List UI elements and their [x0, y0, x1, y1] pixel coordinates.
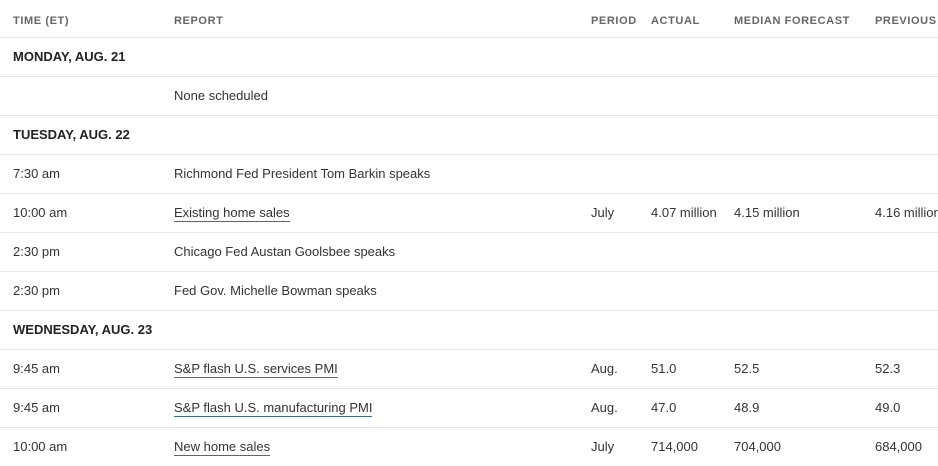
event-period: Aug.: [591, 361, 618, 376]
event-time: 9:45 am: [13, 361, 60, 376]
header-period: PERIOD: [591, 15, 637, 27]
table-row: None scheduled: [0, 76, 938, 115]
event-actual: 4.07 million: [651, 205, 717, 220]
table-row: 9:45 am S&P flash U.S. services PMI Aug. 51…: [0, 349, 938, 388]
table-row: 7:30 am Richmond Fed President Tom Barkin…: [0, 154, 938, 193]
day-label: TUESDAY, AUG. 22: [13, 127, 130, 142]
event-time: 2:30 pm: [13, 244, 60, 259]
day-header-row: WEDNESDAY, AUG. 23: [0, 310, 938, 349]
header-actual: ACTUAL: [651, 15, 700, 27]
event-period: July: [591, 205, 615, 220]
event-actual: 47.0: [651, 400, 677, 415]
header-report: REPORT: [174, 15, 224, 27]
event-actual: 51.0: [651, 361, 677, 376]
header-previous: PREVIOUS: [875, 15, 937, 27]
day-label: MONDAY, AUG. 21: [13, 49, 126, 64]
event-previous: 684,000: [875, 439, 922, 454]
header-median-forecast: MEDIAN FORECAST: [734, 15, 850, 27]
report-link[interactable]: S&P flash U.S. manufacturing PMI: [174, 400, 373, 417]
event-median-forecast: 4.15 million: [734, 205, 800, 220]
event-actual: 714,000: [651, 439, 698, 454]
event-median-forecast: 704,000: [734, 439, 781, 454]
event-median-forecast: 48.9: [734, 400, 760, 415]
report-link[interactable]: S&P flash U.S. services PMI: [174, 361, 338, 378]
event-previous: 52.3: [875, 361, 901, 376]
event-previous: 49.0: [875, 400, 901, 415]
event-report: Fed Gov. Michelle Bowman speaks: [174, 283, 377, 298]
event-report: S&P flash U.S. manufacturing PMI: [174, 389, 373, 427]
report-link[interactable]: New home sales: [174, 439, 271, 456]
table-row: 9:45 am S&P flash U.S. manufacturing PMI A…: [0, 388, 938, 427]
table-row: 2:30 pm Chicago Fed Austan Goolsbee speak…: [0, 232, 938, 271]
header-time: TIME (ET): [13, 15, 70, 27]
table-header-row: TIME (ET) REPORT PERIOD ACTUAL MEDIAN FO…: [0, 0, 938, 37]
day-label: WEDNESDAY, AUG. 23: [13, 322, 153, 337]
event-report: Existing home sales: [174, 194, 290, 232]
event-report: None scheduled: [174, 88, 268, 103]
table-body: MONDAY, AUG. 21 None scheduled TUESDAY, AU…: [0, 37, 938, 466]
table-row: 10:00 am New home sales July 714,000 704,000…: [0, 427, 938, 466]
event-report: Chicago Fed Austan Goolsbee speaks: [174, 244, 396, 259]
event-time: 2:30 pm: [13, 283, 60, 298]
table-row: 10:00 am Existing home sales July 4.07 mill…: [0, 193, 938, 232]
event-time: 10:00 am: [13, 439, 68, 454]
event-report: Richmond Fed President Tom Barkin speaks: [174, 166, 431, 181]
report-link[interactable]: Existing home sales: [174, 205, 290, 222]
day-header-row: MONDAY, AUG. 21: [0, 37, 938, 76]
day-header-row: TUESDAY, AUG. 22: [0, 115, 938, 154]
event-period: Aug.: [591, 400, 618, 415]
table-row: 2:30 pm Fed Gov. Michelle Bowman speaks: [0, 271, 938, 310]
event-median-forecast: 52.5: [734, 361, 760, 376]
event-time: 10:00 am: [13, 205, 68, 220]
event-time: 7:30 am: [13, 166, 60, 181]
event-previous: 4.16 million: [875, 205, 938, 220]
event-report: S&P flash U.S. services PMI: [174, 350, 338, 388]
event-report: New home sales: [174, 428, 271, 466]
event-time: 9:45 am: [13, 400, 60, 415]
event-period: July: [591, 439, 615, 454]
